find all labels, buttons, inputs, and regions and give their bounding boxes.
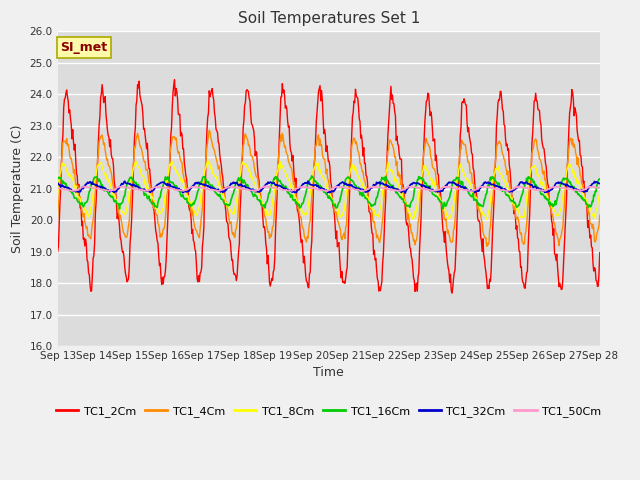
Text: SI_met: SI_met	[60, 41, 108, 54]
X-axis label: Time: Time	[314, 366, 344, 379]
Y-axis label: Soil Temperature (C): Soil Temperature (C)	[11, 124, 24, 253]
Title: Soil Temperatures Set 1: Soil Temperatures Set 1	[237, 11, 420, 26]
Legend: TC1_2Cm, TC1_4Cm, TC1_8Cm, TC1_16Cm, TC1_32Cm, TC1_50Cm: TC1_2Cm, TC1_4Cm, TC1_8Cm, TC1_16Cm, TC1…	[52, 402, 606, 422]
